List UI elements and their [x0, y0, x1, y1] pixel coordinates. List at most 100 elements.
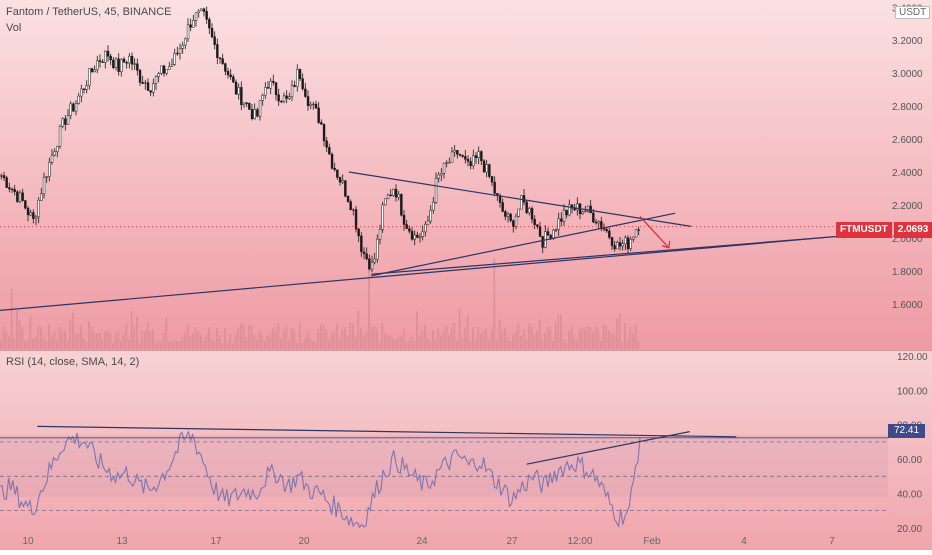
candle: [178, 48, 182, 54]
volume-bar: [5, 332, 8, 349]
volume-bar: [264, 341, 266, 349]
candle: [338, 177, 342, 183]
volume-bar: [341, 329, 344, 349]
volume-bar: [400, 336, 402, 349]
volume-bar: [202, 340, 205, 349]
volume-bar: [610, 334, 613, 349]
candle: [362, 251, 366, 255]
candle: [400, 194, 403, 216]
volume-bar: [160, 341, 162, 349]
candle: [250, 109, 254, 119]
candle: [605, 229, 608, 232]
candle: [248, 102, 251, 110]
candle: [213, 36, 216, 45]
volume-bar: [328, 340, 330, 349]
volume-bar: [205, 334, 208, 349]
volume-bar: [277, 323, 280, 349]
volume-bar: [34, 336, 37, 349]
candle: [194, 12, 198, 21]
candle: [533, 218, 536, 226]
volume-bar: [37, 324, 40, 349]
candle: [90, 68, 94, 72]
candle: [392, 188, 395, 196]
volume-bar: [392, 338, 394, 349]
volume-bar: [133, 326, 136, 349]
volume-bar: [360, 327, 362, 349]
volume-bar: [469, 341, 472, 349]
candle: [285, 95, 288, 99]
volume-bar: [496, 340, 498, 349]
price-tag-symbol: FTMUSDT: [836, 222, 892, 238]
volume-bar: [509, 340, 512, 349]
candle: [170, 64, 174, 67]
currency-badge[interactable]: USDT: [895, 6, 931, 19]
volume-bar: [464, 327, 466, 349]
volume-bar: [538, 319, 541, 349]
candle: [42, 176, 46, 195]
volume-bar: [434, 339, 437, 349]
volume-bar: [106, 331, 109, 349]
rsi-pane-bg: [0, 351, 932, 550]
candle: [224, 63, 227, 72]
candle: [616, 242, 619, 250]
candle: [64, 118, 67, 125]
candle: [554, 229, 558, 231]
candle: [488, 164, 491, 177]
volume-bar: [554, 322, 557, 349]
volume-bar: [45, 340, 48, 349]
candle: [128, 55, 131, 64]
volume-bar: [405, 341, 408, 349]
price-axis-tick: 2.2000: [892, 201, 923, 212]
rsi-axis-tick: 100.00: [897, 386, 928, 397]
candle: [160, 65, 163, 74]
volume-bar: [85, 342, 88, 349]
volume-bar: [122, 334, 125, 349]
volume-bar: [426, 338, 429, 349]
volume-bar: [432, 330, 434, 349]
volume-bar: [530, 326, 533, 349]
volume-bar: [309, 337, 312, 349]
volume-bar: [274, 330, 277, 349]
candle: [354, 209, 358, 230]
volume-bar: [333, 331, 336, 349]
volume-bar: [16, 310, 18, 349]
candle: [421, 231, 424, 237]
volume-bar: [117, 330, 120, 349]
volume-bar: [10, 289, 13, 349]
candle: [309, 104, 312, 106]
candle: [205, 11, 208, 20]
volume-bar: [616, 318, 618, 349]
volume-bar: [253, 335, 256, 349]
volume-bar: [280, 338, 282, 349]
candle: [58, 125, 62, 147]
volume-bar: [173, 340, 176, 349]
volume-bar: [128, 339, 130, 349]
volume-label: Vol: [6, 22, 22, 34]
volume-bar: [90, 326, 93, 349]
candle: [378, 229, 382, 240]
candle: [501, 202, 504, 212]
candle: [130, 55, 134, 65]
volume-bar: [53, 331, 56, 349]
candle: [453, 150, 456, 153]
price-axis-tick: 2.4000: [892, 168, 923, 179]
candle: [389, 194, 392, 197]
volume-bar: [248, 324, 250, 349]
time-axis-tick: 13: [116, 536, 128, 547]
candle: [410, 230, 414, 240]
candle: [626, 237, 630, 250]
candle: [298, 69, 302, 79]
candle: [370, 261, 374, 270]
candle: [93, 69, 96, 72]
volume-bar: [32, 337, 34, 349]
volume-bar: [213, 340, 216, 349]
candle: [413, 234, 416, 240]
volume-bar: [442, 331, 445, 349]
volume-bar: [29, 316, 32, 349]
candle: [506, 213, 510, 217]
candle: [445, 162, 448, 164]
candle: [472, 155, 475, 166]
candle: [2, 175, 6, 179]
volume-bar: [402, 329, 405, 349]
volume-bar: [0, 340, 2, 349]
